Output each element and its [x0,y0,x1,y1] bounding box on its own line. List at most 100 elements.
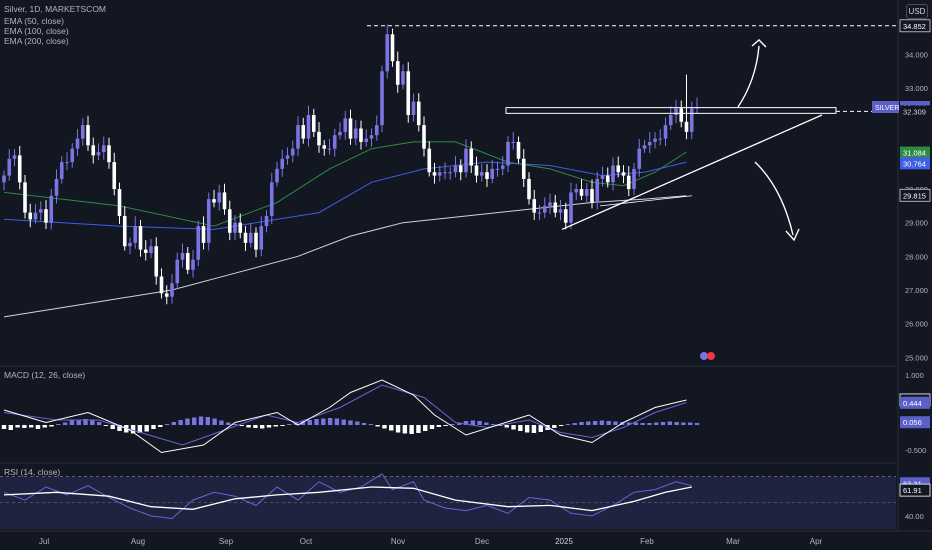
time-axis-label: Jul [39,537,49,546]
macd-histogram-bar [504,425,509,428]
macd-histogram-bar [355,421,360,425]
macd-histogram-bar [348,420,353,425]
candle-body [558,209,563,213]
candle-body [212,199,216,203]
time-axis-label: Oct [300,537,313,546]
candle-body [563,209,568,223]
candle-body [317,131,321,146]
macd-histogram-bar [552,425,557,428]
time-axis-label: Apr [810,537,823,546]
candle-body [23,182,27,213]
ema100-line [3,161,687,230]
candle-body [101,145,106,153]
macd-histogram-bar [592,421,598,425]
candle-body [269,182,274,216]
candle-body [679,108,684,122]
time-axis-label: Sep [219,537,234,546]
macd-histogram-bar [572,423,577,425]
macd-histogram-bar [599,420,605,425]
candle-body [175,259,180,284]
macd-histogram-bar [22,425,27,428]
signal-value-tag: 0.444 [903,399,922,408]
macd-axis-tick: 1.000 [905,371,924,380]
macd-histogram-bar [409,425,414,434]
ema50-legend: EMA (50, close) [4,16,64,26]
candle-body [569,192,573,223]
candle-body [574,189,579,193]
macd-histogram-bar [626,422,632,425]
macd-histogram-bar [470,420,475,425]
price-axis-tick: 29.000 [905,219,928,228]
macd-histogram-bar [368,424,374,425]
candle-body [44,209,48,223]
macd-histogram-bar [171,422,177,425]
time-axis-label: Feb [640,537,654,546]
candle-body [117,189,122,216]
candle-body [469,148,474,166]
macd-histogram-bar [375,425,380,427]
macd-histogram-bar [103,425,109,426]
candle-body [579,189,584,196]
macd-histogram-bar [266,425,272,428]
candle-body [264,215,269,227]
candle-body [348,118,353,139]
ascending-trendline [561,114,823,231]
macd-histogram-bar [56,424,61,425]
macd-histogram-bar [300,421,306,425]
candle-body [390,34,395,62]
base-line [599,195,693,207]
macd-legend: MACD (12, 26, close) [4,370,86,380]
candle-body [590,189,594,203]
resistance-price-tag: 34.852 [903,22,926,31]
candle-body [406,71,411,116]
macd-histogram-bar [463,421,469,425]
macd-histogram-bar [76,419,81,425]
signal-value-tag-bg [900,396,930,409]
price-axis-tick: 34.000 [905,50,928,59]
histogram-value-tag-bg [900,416,930,429]
price-axis-tick: 27.000 [905,286,928,295]
candle-body [122,215,127,247]
macd-histogram-bar [96,422,102,425]
bearish-arrowhead [785,228,800,242]
macd-histogram-bar [49,425,54,427]
candle-body [422,125,426,149]
macd-histogram-bar [586,421,591,425]
macd-histogram-bar [90,420,95,425]
candle-body [49,195,54,223]
macd-histogram-bar [8,425,13,430]
macd-histogram-bar [259,425,265,429]
candle-body [653,138,657,142]
candle-body [164,293,169,297]
macd-histogram-bar [450,424,455,425]
currency-button[interactable]: USD [906,4,928,19]
candle-body [7,158,12,176]
event-icon [707,352,715,360]
ema200-price-tag-bg [899,188,931,202]
macd-histogram-bar [212,418,217,425]
candle-body [427,148,432,173]
candle-body [80,125,85,139]
macd-histogram-bar [436,425,442,427]
candle-body [243,232,248,243]
candle-body [238,222,243,233]
candle-body [506,141,510,166]
macd-histogram-bar [341,419,346,425]
macd-histogram-bar [137,425,143,433]
candle-body [233,222,237,233]
candle-body [311,115,316,132]
macd-histogram-bar [307,420,312,425]
candle-body [532,199,537,213]
event-icon [700,352,708,360]
candle-body [196,226,201,260]
macd-histogram-bar [389,425,394,431]
macd-histogram-bar [633,422,639,425]
candle-body [495,168,500,170]
macd-histogram-bar [477,421,482,425]
candle-body [143,249,148,253]
candle-body [584,189,589,196]
macd-histogram-bar [226,422,231,425]
candle-body [600,175,605,179]
macd-histogram-bar [660,422,666,425]
